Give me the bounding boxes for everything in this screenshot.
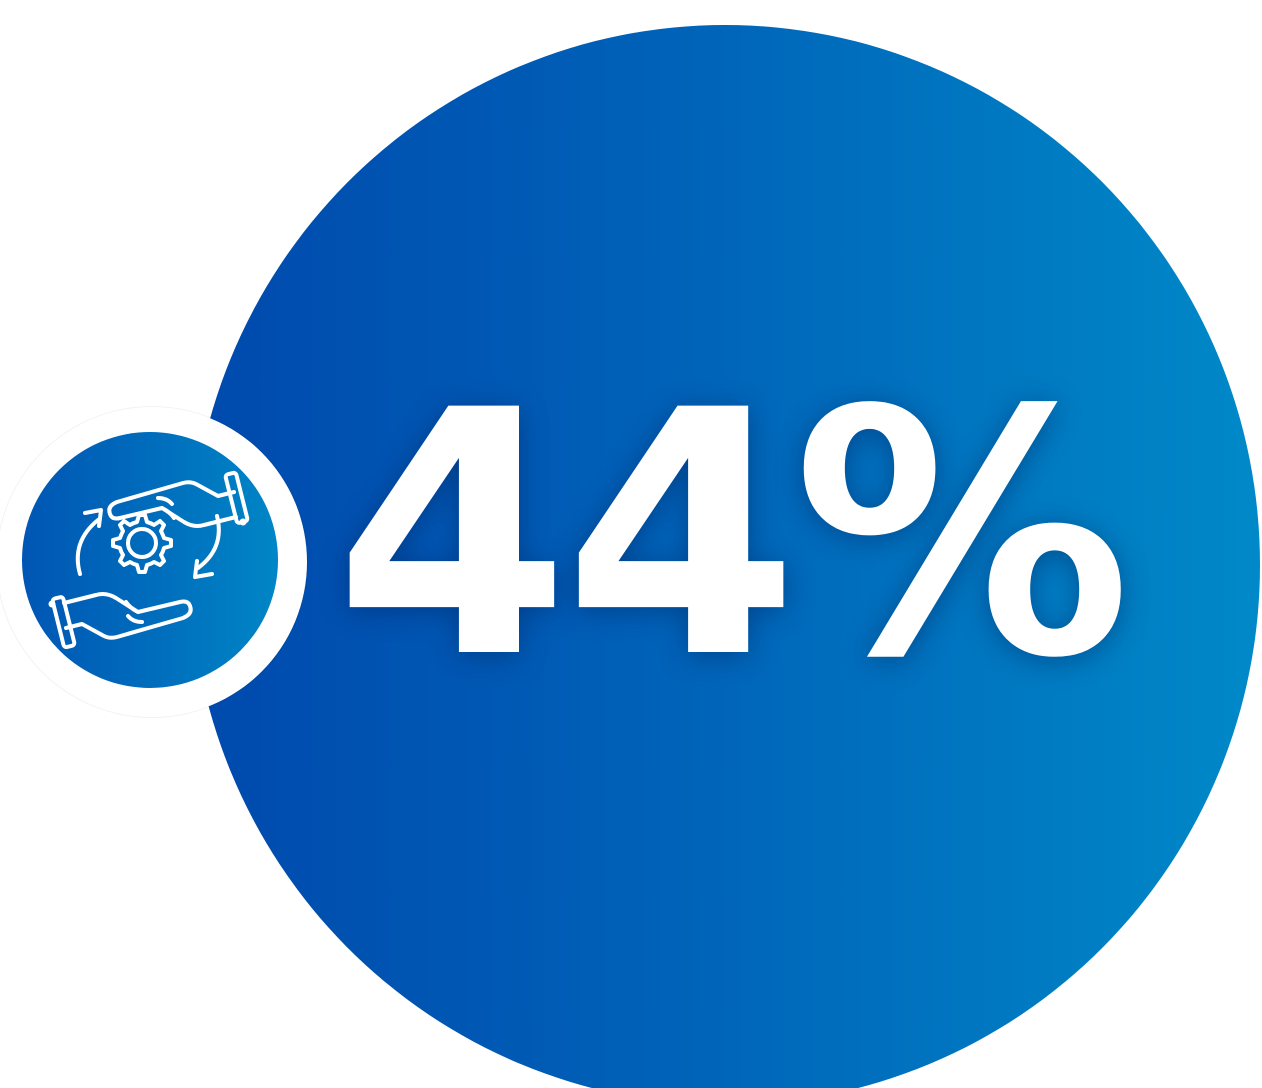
icon-disc (22, 432, 278, 688)
stat-circle (190, 25, 1260, 1088)
stat-value: 44% (334, 338, 1131, 732)
icon-badge (0, 407, 307, 717)
hands-gear-cycle-icon (48, 470, 250, 650)
